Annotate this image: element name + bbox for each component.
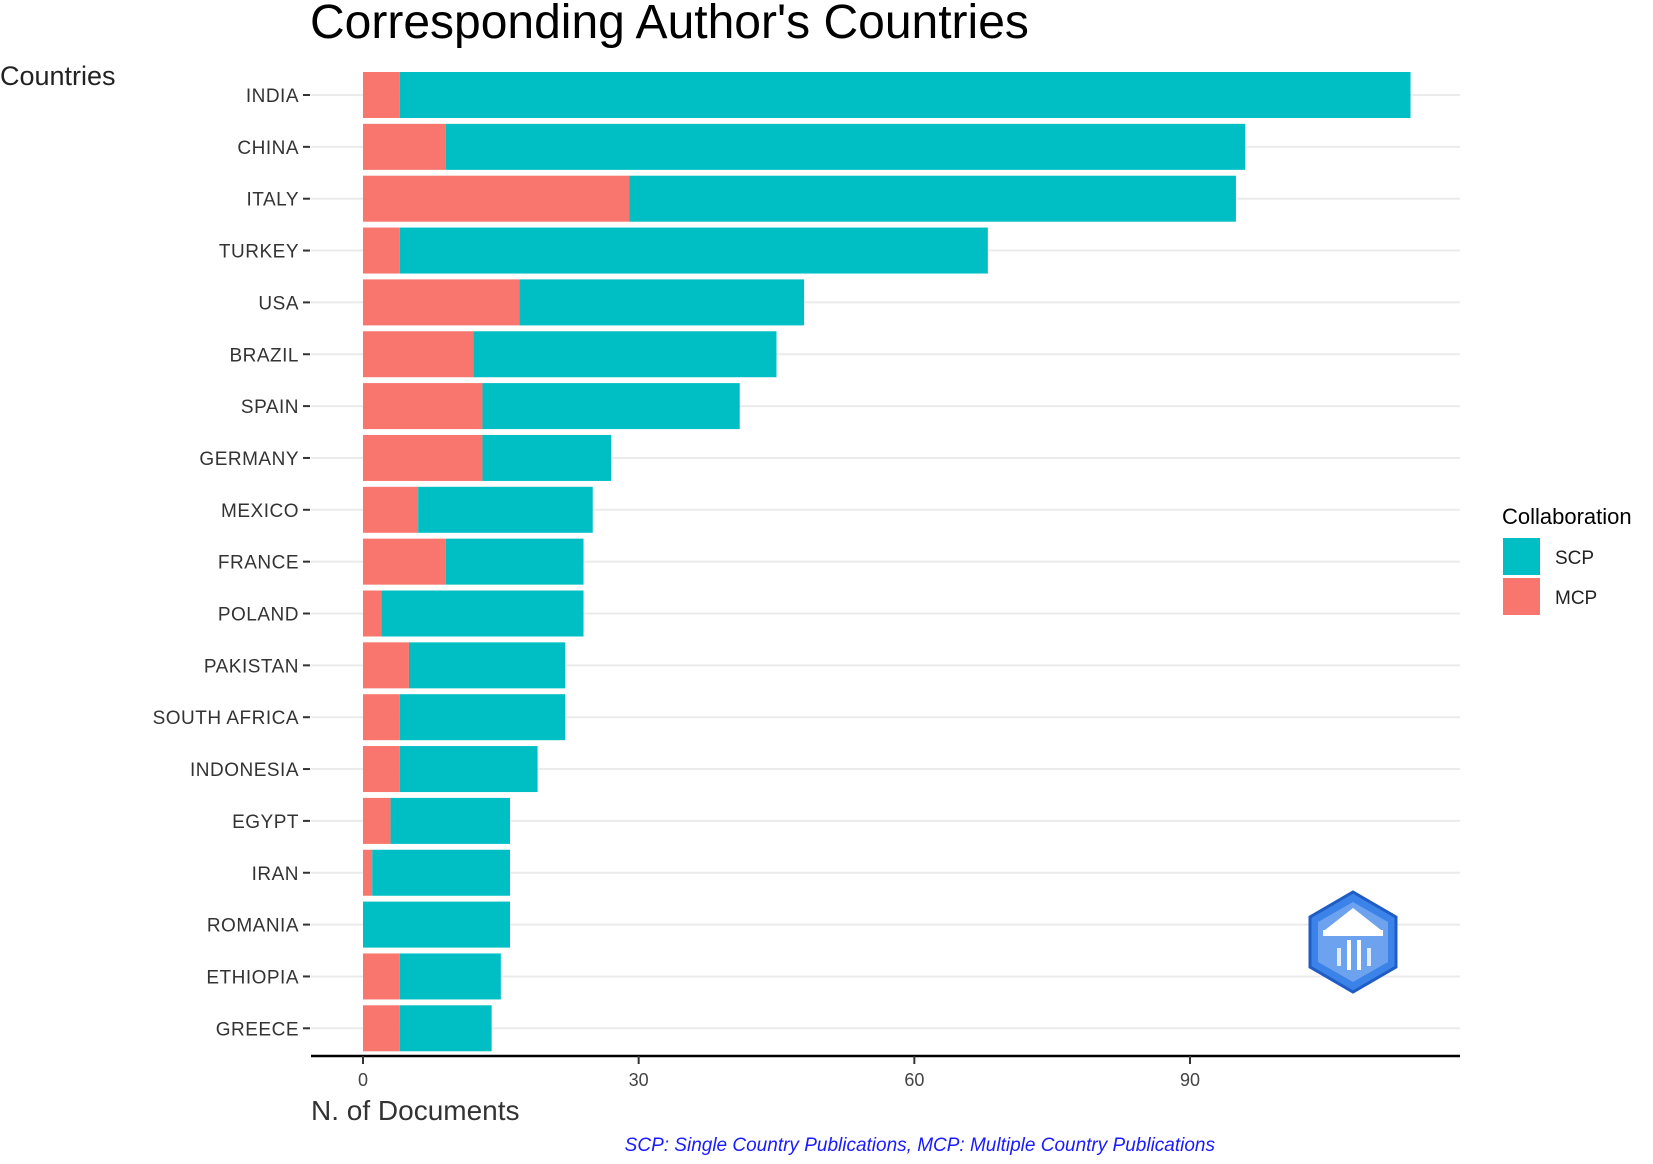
bar-mcp-spain xyxy=(363,383,483,430)
x-tick-label: 60 xyxy=(904,1070,924,1090)
y-tick-label: INDIA xyxy=(246,86,299,107)
y-tick-label: BRAZIL xyxy=(229,345,299,366)
bar-mcp-ethiopia xyxy=(363,953,400,1000)
bar-mcp-brazil xyxy=(363,331,474,378)
y-tick-label: TURKEY xyxy=(219,242,299,263)
legend-swatch-mcp xyxy=(1503,578,1540,615)
legend: Collaboration SCP MCP xyxy=(1502,504,1632,615)
y-axis-ticks: INDIA CHINA ITALY TURKEY USA BRAZIL SPAIN GERMA… xyxy=(153,86,310,1040)
legend-title: Collaboration xyxy=(1502,504,1632,529)
bar-scp-ethiopia xyxy=(399,953,501,1000)
bar-mcp-turkey xyxy=(363,227,400,274)
bar-scp-germany xyxy=(482,434,612,481)
y-tick-label: GERMANY xyxy=(199,449,299,470)
bar-mcp-france xyxy=(363,538,446,585)
bar-scp-south-africa xyxy=(399,694,566,741)
bars xyxy=(363,72,1411,1052)
bar-scp-iran xyxy=(372,849,511,896)
bar-scp-indonesia xyxy=(399,746,538,793)
y-tick-label: EGYPT xyxy=(232,812,299,833)
y-tick-label: MEXICO xyxy=(221,501,299,522)
bar-mcp-poland xyxy=(363,590,382,637)
y-tick-label: INDONESIA xyxy=(190,760,299,781)
y-tick-label: USA xyxy=(258,293,299,314)
bar-mcp-egypt xyxy=(363,797,391,844)
legend-swatch-scp xyxy=(1503,538,1540,575)
y-tick-label: GREECE xyxy=(216,1019,299,1040)
legend-label-scp: SCP xyxy=(1555,548,1594,569)
bar-mcp-pakistan xyxy=(363,642,409,689)
bar-scp-egypt xyxy=(390,797,511,844)
caption: SCP: Single Country Publications, MCP: M… xyxy=(625,1135,1216,1156)
y-tick-label: POLAND xyxy=(218,605,299,626)
bar-mcp-china xyxy=(363,123,446,170)
x-axis-title: N. of Documents xyxy=(311,1095,520,1126)
bar-scp-italy xyxy=(629,175,1236,222)
bar-scp-poland xyxy=(381,590,584,637)
bar-mcp-mexico xyxy=(363,486,419,533)
x-axis: 0 30 60 90 xyxy=(311,1054,1460,1090)
x-tick-label: 0 xyxy=(358,1070,368,1090)
bar-mcp-germany xyxy=(363,434,483,481)
x-tick-label: 90 xyxy=(1180,1070,1200,1090)
bar-mcp-italy xyxy=(363,175,630,222)
y-tick-label: ROMANIA xyxy=(207,916,299,937)
bar-scp-usa xyxy=(519,279,805,326)
bar-mcp-india xyxy=(363,72,400,118)
x-tick-label: 30 xyxy=(629,1070,649,1090)
bar-scp-brazil xyxy=(473,331,777,378)
bar-mcp-greece xyxy=(363,1005,400,1052)
bar-scp-greece xyxy=(399,1005,492,1052)
y-tick-label: ETHIOPIA xyxy=(206,967,299,988)
chart-title: Corresponding Author's Countries xyxy=(310,0,1029,49)
y-tick-label: FRANCE xyxy=(218,553,299,574)
bar-mcp-usa xyxy=(363,279,520,326)
y-tick-label: ITALY xyxy=(247,190,299,211)
y-tick-label: PAKISTAN xyxy=(204,656,299,677)
bar-mcp-south-africa xyxy=(363,694,400,741)
bar-scp-france xyxy=(445,538,584,585)
y-tick-label: SPAIN xyxy=(241,397,299,418)
bar-scp-china xyxy=(445,123,1246,170)
hexagon-logo-icon xyxy=(1308,890,1398,994)
bar-scp-turkey xyxy=(399,227,988,274)
bar-scp-romania xyxy=(363,901,511,948)
legend-label-mcp: MCP xyxy=(1555,588,1597,609)
bar-mcp-iran xyxy=(363,849,373,896)
bar-mcp-indonesia xyxy=(363,746,400,793)
y-tick-label: CHINA xyxy=(237,138,299,159)
y-tick-label: SOUTH AFRICA xyxy=(153,708,299,729)
bar-scp-mexico xyxy=(418,486,593,533)
bar-scp-india xyxy=(399,72,1411,118)
y-axis-title: Countries xyxy=(0,61,116,91)
y-tick-label: IRAN xyxy=(252,864,299,885)
bar-scp-pakistan xyxy=(408,642,566,689)
bar-scp-spain xyxy=(482,383,740,430)
